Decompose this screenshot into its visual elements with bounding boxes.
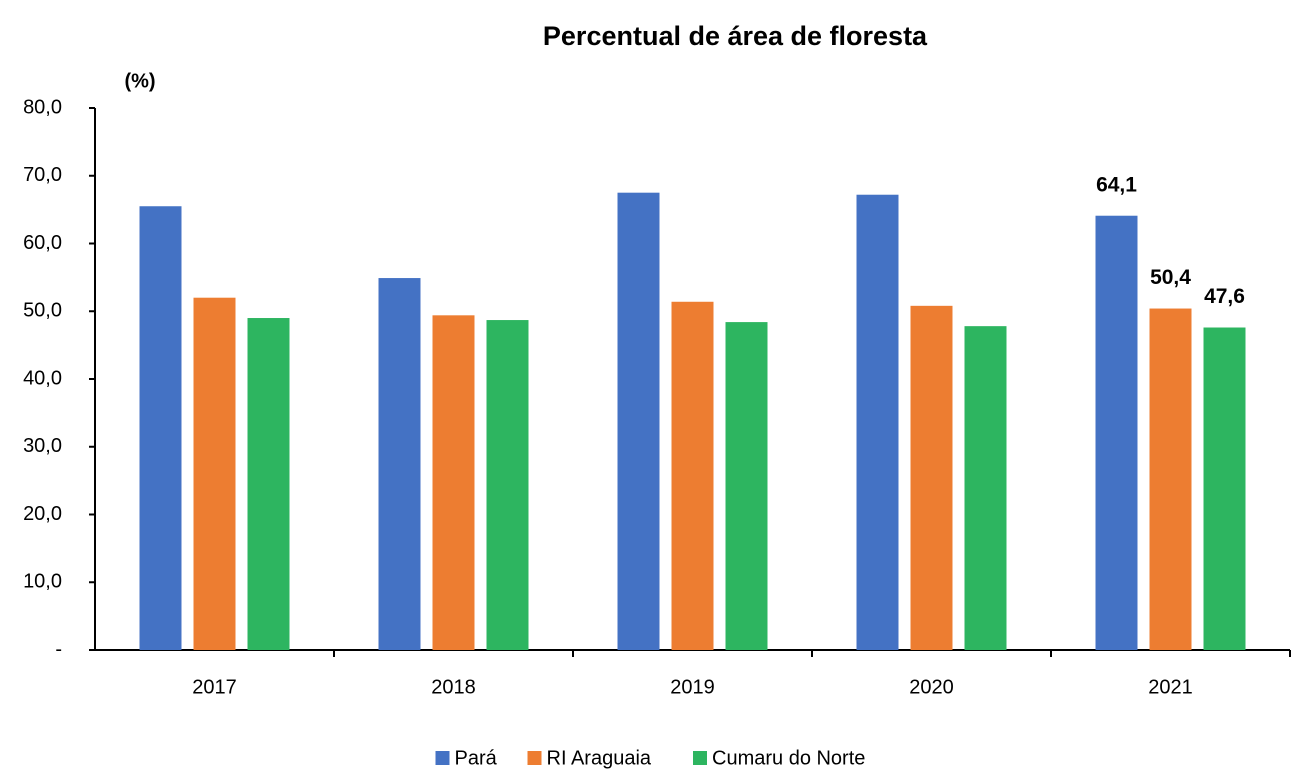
y-tick-label: 70,0 bbox=[23, 164, 62, 186]
bar bbox=[617, 192, 660, 650]
y-tick-label: - bbox=[55, 638, 62, 660]
bar bbox=[725, 322, 768, 650]
bar bbox=[247, 318, 290, 650]
x-tick-label: 2020 bbox=[909, 676, 954, 698]
bar bbox=[432, 315, 475, 650]
legend-label: Pará bbox=[455, 747, 498, 769]
y-axis-unit: (%) bbox=[124, 70, 155, 92]
x-tick-label: 2021 bbox=[1148, 676, 1193, 698]
bar bbox=[964, 326, 1007, 650]
data-label: 64,1 bbox=[1096, 173, 1137, 196]
y-tick-label: 20,0 bbox=[23, 503, 62, 525]
x-tick-label: 2017 bbox=[192, 676, 237, 698]
y-tick-label: 10,0 bbox=[23, 571, 62, 593]
y-tick-label: 50,0 bbox=[23, 300, 62, 322]
y-tick-label: 40,0 bbox=[23, 367, 62, 389]
legend-swatch bbox=[693, 751, 707, 765]
x-tick-label: 2019 bbox=[670, 676, 715, 698]
chart-title: Percentual de área de floresta bbox=[543, 21, 928, 51]
bar bbox=[486, 320, 529, 650]
legend-swatch bbox=[527, 751, 542, 765]
bar bbox=[139, 206, 182, 651]
bar bbox=[1095, 215, 1138, 650]
legend-swatch bbox=[435, 751, 450, 765]
y-tick-label: 30,0 bbox=[23, 435, 62, 457]
data-label: 50,4 bbox=[1150, 266, 1191, 289]
x-tick-label: 2018 bbox=[431, 676, 476, 698]
bar bbox=[910, 305, 953, 650]
data-label: 47,6 bbox=[1204, 285, 1245, 308]
bar bbox=[193, 297, 236, 650]
bar bbox=[378, 278, 421, 650]
bar bbox=[856, 194, 899, 650]
y-tick-label: 60,0 bbox=[23, 232, 62, 254]
y-tick-label: 80,0 bbox=[23, 96, 62, 118]
legend-label: RI Araguaia bbox=[547, 747, 652, 769]
bar bbox=[1149, 308, 1192, 650]
legend-label: Cumaru do Norte bbox=[712, 747, 865, 769]
bar bbox=[1203, 327, 1246, 650]
bar bbox=[671, 301, 714, 650]
